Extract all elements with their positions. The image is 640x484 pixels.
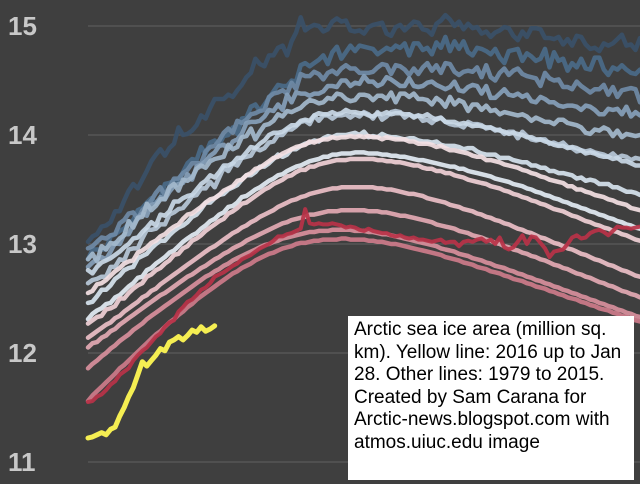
y-tick-label: 15 xyxy=(8,11,37,41)
series-line-5 xyxy=(85,90,640,264)
series-line-13 xyxy=(85,207,640,350)
series-line-3 xyxy=(85,60,640,251)
y-tick-label: 12 xyxy=(8,338,37,368)
series-line-1 xyxy=(85,12,640,245)
series-line-9 xyxy=(85,150,640,322)
series-line-8 xyxy=(85,129,640,306)
y-axis-ticks: 11 12 13 14 15 xyxy=(8,11,37,477)
series-lines xyxy=(85,12,640,404)
series-line-15 xyxy=(85,236,640,404)
highlight-series xyxy=(85,323,218,441)
series-line-10 xyxy=(85,133,640,296)
chart-annotation: Arctic sea ice area (million sq. km). Ye… xyxy=(348,316,634,480)
y-tick-label: 14 xyxy=(8,120,37,150)
y-tick-label: 13 xyxy=(8,229,37,259)
series-line-11 xyxy=(85,156,640,326)
y-tick-label: 11 xyxy=(8,447,36,477)
series-line-7 xyxy=(85,107,640,276)
series-line-12 xyxy=(85,185,640,340)
series-line-2016 xyxy=(85,323,218,441)
series-line-16 xyxy=(86,207,640,404)
